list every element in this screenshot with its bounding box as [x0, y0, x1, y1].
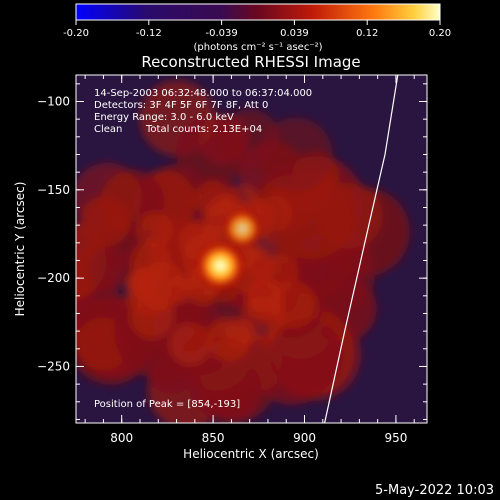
hxr-source	[194, 239, 247, 292]
image-area	[75, 74, 428, 424]
info-time: 14-Sep-2003 06:32:48.000 to 06:37:04.000	[94, 88, 312, 99]
info-energy: Energy Range: 3.0 - 6.0 keV	[94, 112, 234, 123]
y-axis-label: Heliocentric Y (arcsec)	[13, 182, 27, 317]
emission-blob-bright	[169, 322, 212, 366]
hxr-sources	[194, 208, 263, 292]
colorbar-ticks: -0.20 -0.12 -0.039 0.039 0.12 0.20	[63, 20, 451, 39]
x-axis-ticks: 800 850 900 950	[84, 75, 415, 445]
info-block: 14-Sep-2003 06:32:48.000 to 06:37:04.000…	[94, 88, 312, 410]
emission-blob-bright	[269, 281, 317, 329]
x-tick-label: 850	[202, 431, 225, 445]
x-tick-label: 900	[293, 431, 316, 445]
x-tick-label: 800	[110, 431, 133, 445]
colorbar-tick-label: -0.12	[136, 28, 162, 39]
info-detectors: Detectors: 3F 4F 5F 6F 7F 8F, Att 0	[94, 100, 268, 111]
y-tick-label: −150	[37, 183, 70, 197]
solar-limb-curve	[324, 75, 399, 423]
emission-blob	[88, 246, 133, 291]
hxr-source	[221, 208, 263, 250]
y-axis-ticks: −100 −150 −200 −250	[37, 83, 427, 420]
emission-blob-bright	[259, 252, 299, 292]
plot-title: Reconstructed RHESSI Image	[141, 53, 360, 71]
colorbar-tick-label: 0.20	[429, 28, 451, 39]
y-tick-label: −250	[37, 359, 70, 373]
emission-blob	[76, 162, 142, 233]
info-counts: Total counts: 2.13E+04	[145, 124, 262, 135]
emission-blob-bright	[129, 294, 175, 339]
plot-frame	[75, 74, 428, 424]
colorbar-gradient	[75, 3, 441, 21]
colorbar-tick-label: 0.039	[280, 28, 309, 39]
colorbar-tick-label: 0.12	[356, 28, 378, 39]
x-tick-label: 950	[384, 431, 407, 445]
emission-blob-bright	[224, 318, 256, 349]
y-tick-label: −200	[37, 271, 70, 285]
x-axis-label: Heliocentric X (arcsec)	[183, 447, 319, 461]
emission-blob-bright	[136, 211, 173, 249]
colorbar-units: (photons cm⁻² s⁻¹ asec⁻²)	[193, 42, 322, 53]
emission-blob	[259, 117, 333, 192]
colorbar: -0.20 -0.12 -0.039 0.039 0.12 0.20 (photons c…	[63, 3, 451, 53]
diffuse-emission	[76, 80, 410, 423]
emission-blob	[176, 115, 248, 188]
colorbar-tick-label: -0.20	[63, 28, 89, 39]
colorbar-tick-label: -0.039	[205, 28, 237, 39]
footer-timestamp: 5-May-2022 10:03	[375, 483, 494, 498]
info-peak: Position of Peak = [854,-193]	[94, 399, 240, 410]
y-tick-label: −100	[37, 94, 70, 108]
info-clean: Clean	[94, 124, 122, 135]
